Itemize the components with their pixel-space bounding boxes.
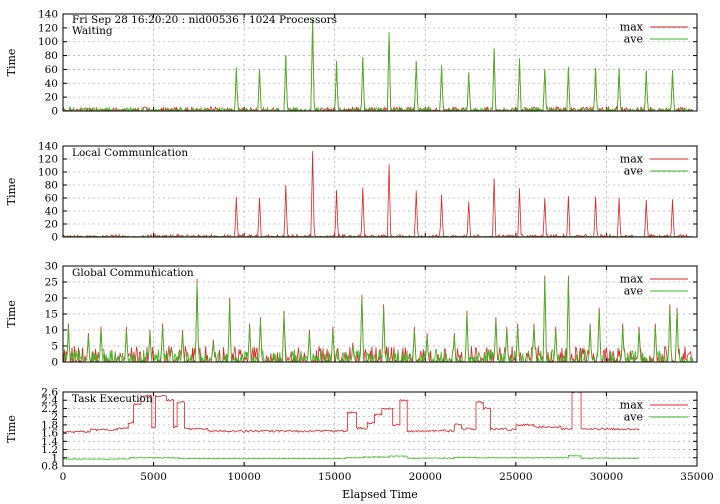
tick-label-y: 20 bbox=[45, 219, 58, 231]
tick-label-y: 10 bbox=[45, 325, 58, 337]
tick-label-y: 2.2 bbox=[41, 403, 58, 415]
tick-label-y: 15 bbox=[45, 309, 58, 321]
tick-label-y: 140 bbox=[38, 9, 58, 21]
chart-panel-4: 0.811.21.41.61.822.22.42.6 Task Execution… bbox=[5, 387, 714, 502]
tick-label-y: 0 bbox=[51, 357, 58, 369]
plot-frame bbox=[62, 391, 698, 467]
tick-label-y: 40 bbox=[45, 206, 58, 218]
tick-label-y: 120 bbox=[38, 154, 58, 166]
tick-label-y: 1 bbox=[51, 452, 58, 464]
tick-label-y: 140 bbox=[38, 141, 58, 153]
axis-label-y: Time bbox=[5, 415, 18, 443]
legend-label-ave: ave bbox=[624, 33, 643, 46]
tick-label-x: 30000 bbox=[590, 471, 623, 483]
legend-label-max: max bbox=[620, 273, 644, 286]
tick-label-y: 1.2 bbox=[41, 444, 58, 456]
tick-label-y: 100 bbox=[38, 167, 58, 179]
tick-label-y: 80 bbox=[45, 50, 58, 62]
tick-label-y: 60 bbox=[45, 193, 58, 205]
legend-label-ave: ave bbox=[624, 285, 643, 298]
tick-label-y: 20 bbox=[45, 92, 58, 104]
tick-label-x: 0 bbox=[60, 471, 67, 483]
tick-label-y: 2.6 bbox=[41, 387, 58, 399]
tick-label-y: 80 bbox=[45, 180, 58, 192]
tick-label-y: 0 bbox=[51, 232, 58, 244]
tick-label-y: 25 bbox=[45, 277, 58, 289]
tick-label-y: 30 bbox=[45, 261, 58, 273]
legend-label-max: max bbox=[620, 399, 644, 412]
legend-label-max: max bbox=[620, 21, 644, 34]
legend-label-ave: ave bbox=[624, 411, 643, 424]
tick-label-y: 40 bbox=[45, 78, 58, 90]
tick-label-x: 20000 bbox=[409, 471, 442, 483]
tick-label-y: 1.8 bbox=[41, 419, 58, 431]
tick-label-x: 35000 bbox=[680, 471, 713, 483]
axis-label-y: Time bbox=[5, 49, 18, 77]
series-line-ave bbox=[62, 454, 640, 460]
panel-title: Local Communication bbox=[72, 147, 188, 159]
series-line-ave bbox=[62, 278, 694, 364]
tick-label-y: 120 bbox=[38, 22, 58, 34]
axis-label-y: Time bbox=[5, 300, 18, 328]
tick-label-x: 15000 bbox=[318, 471, 351, 483]
figure-title: Fri Sep 28 16:20:20 : nid00536 : 1024 Pr… bbox=[72, 14, 337, 26]
plot-frame bbox=[62, 265, 698, 363]
tick-label-y: 0.8 bbox=[41, 461, 58, 473]
tick-label-y: 2.4 bbox=[41, 395, 58, 407]
series-line-max bbox=[62, 391, 640, 434]
tick-label-y: 20 bbox=[45, 293, 58, 305]
legend-label-max: max bbox=[620, 153, 644, 166]
panel-title: Global Communication bbox=[72, 267, 194, 279]
tick-label-y: 100 bbox=[38, 36, 58, 48]
tick-label-y: 0 bbox=[51, 106, 58, 118]
plot-frame bbox=[62, 13, 698, 112]
plot-frame bbox=[62, 145, 698, 238]
tick-label-x: 25000 bbox=[499, 471, 532, 483]
tick-label-y: 5 bbox=[51, 341, 58, 353]
tick-label-y: 1.4 bbox=[41, 436, 58, 448]
tick-label-x: 5000 bbox=[140, 471, 167, 483]
tick-label-y: 2 bbox=[51, 411, 58, 423]
axis-label-y: Time bbox=[5, 178, 18, 206]
panel-title: Waiting bbox=[72, 25, 113, 37]
legend-label-ave: ave bbox=[624, 165, 643, 178]
tick-label-y: 60 bbox=[45, 64, 58, 76]
axis-label-x: Elapsed Time bbox=[342, 488, 418, 501]
tick-label-x: 10000 bbox=[227, 471, 260, 483]
panel-title: Task Execution bbox=[72, 393, 153, 405]
tick-label-y: 1.6 bbox=[41, 428, 58, 440]
